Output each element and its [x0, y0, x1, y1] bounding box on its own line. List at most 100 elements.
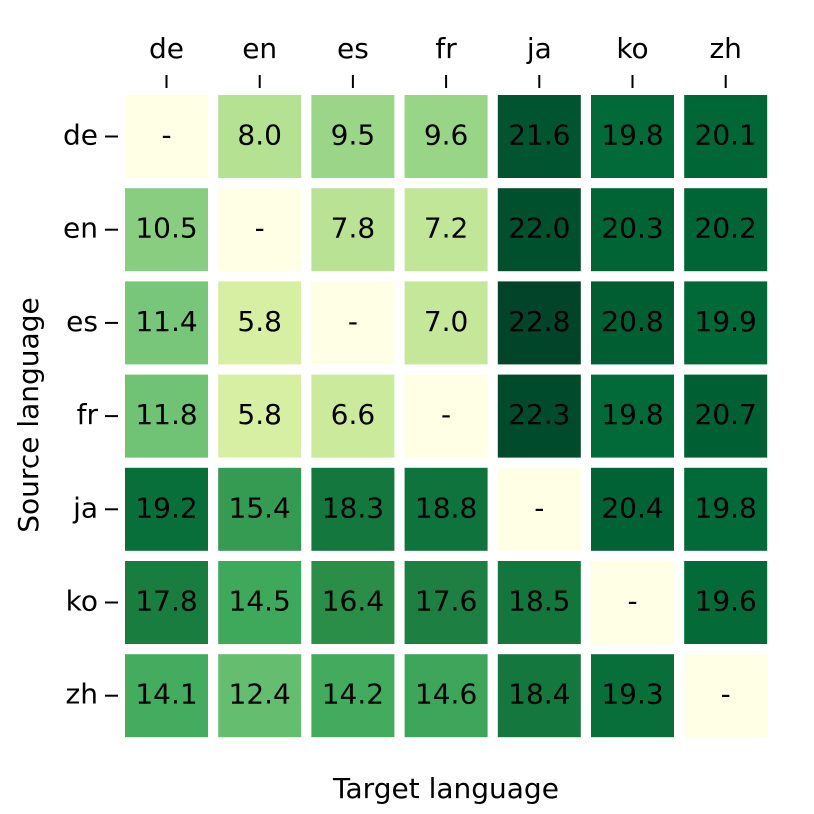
cell-label: 14.6	[415, 678, 477, 711]
heatmap-cell	[591, 281, 674, 365]
cell-label: 14.1	[135, 678, 197, 711]
heatmap-cell	[218, 374, 302, 458]
cell-label: 7.8	[331, 212, 376, 245]
cell-label: -	[255, 212, 265, 245]
heatmap-cell	[684, 281, 768, 365]
heatmap-cell	[125, 188, 208, 272]
heatmap-cell	[684, 654, 768, 738]
cell-label: 19.3	[601, 678, 663, 711]
heatmap-cell	[125, 281, 208, 365]
cell-label: 20.3	[601, 212, 663, 245]
cell-label: 20.2	[695, 212, 757, 245]
heatmap-cell	[404, 281, 488, 365]
cell-label: 19.9	[695, 305, 757, 338]
y-tick-label: ja	[72, 491, 98, 524]
cell-label: 17.6	[415, 585, 477, 618]
heatmap-cell	[591, 374, 674, 458]
heatmap-cell	[497, 188, 581, 272]
heatmap-cell	[218, 467, 302, 551]
cell-label: 9.6	[424, 119, 469, 152]
heatmap-cell	[311, 561, 395, 644]
heatmap-cell	[684, 561, 768, 644]
cell-label: 22.3	[508, 398, 570, 431]
cell-label: 8.0	[237, 119, 282, 152]
cell-label: 10.5	[135, 212, 197, 245]
x-tick-label: ko	[616, 32, 648, 65]
cell-label: 19.6	[695, 585, 757, 618]
cell-label: 20.7	[695, 398, 757, 431]
heatmap-cell	[497, 467, 581, 551]
cell-label: -	[627, 585, 637, 618]
heatmap-cell	[684, 467, 768, 551]
heatmap-cell	[404, 95, 488, 178]
cell-label: 22.8	[508, 305, 570, 338]
cell-label: 18.4	[508, 678, 570, 711]
cell-label: 5.8	[237, 398, 282, 431]
heatmap-cell	[125, 654, 208, 738]
x-tick-label: es	[337, 32, 369, 65]
heatmap-cell	[125, 467, 208, 551]
cell-label: 7.0	[424, 305, 469, 338]
heatmap-cell	[497, 374, 581, 458]
heatmap-cell	[591, 467, 674, 551]
heatmap-cell	[591, 654, 674, 738]
heatmap-cell	[404, 654, 488, 738]
heatmap-cell	[591, 561, 674, 644]
cell-label: 22.0	[508, 212, 570, 245]
heatmap-cell	[311, 654, 395, 738]
x-tick-label: en	[242, 32, 277, 65]
heatmap-cell	[497, 561, 581, 644]
x-tick-label: ja	[526, 32, 552, 65]
heatmap-cell	[125, 95, 208, 178]
cell-label: 15.4	[229, 491, 291, 524]
heatmap-cell	[684, 95, 768, 178]
y-tick-label: en	[63, 212, 98, 245]
cell-label: -	[161, 119, 171, 152]
y-axis-label: Source language	[12, 297, 45, 532]
heatmap-cell	[218, 561, 302, 644]
x-axis-label: Target language	[332, 772, 559, 805]
cell-label: 19.8	[601, 119, 663, 152]
x-tick-label: zh	[709, 32, 741, 65]
cell-label: 7.2	[424, 212, 469, 245]
heatmap-cell	[684, 374, 768, 458]
heatmap-cell	[218, 654, 302, 738]
cell-label: -	[348, 305, 358, 338]
heatmap-cell	[311, 281, 395, 365]
cell-label: 19.2	[135, 491, 197, 524]
cell-label: 19.8	[601, 398, 663, 431]
heatmap-cell	[591, 188, 674, 272]
y-tick-label: ko	[66, 585, 98, 618]
heatmap-cell	[125, 561, 208, 644]
cell-label: 11.8	[135, 398, 197, 431]
heatmap-cell	[218, 95, 302, 178]
heatmap-cell	[311, 188, 395, 272]
heatmap-cell	[497, 281, 581, 365]
cell-label: 16.4	[322, 585, 384, 618]
cell-label: 9.5	[331, 119, 376, 152]
cell-label: 14.5	[229, 585, 291, 618]
cell-label: 20.8	[601, 305, 663, 338]
heatmap-cell	[311, 95, 395, 178]
heatmap-cell	[684, 188, 768, 272]
heatmap-cell	[404, 188, 488, 272]
heatmap-cell	[125, 374, 208, 458]
cell-label: 18.8	[415, 491, 477, 524]
cell-label: 5.8	[237, 305, 282, 338]
cell-label: 14.2	[322, 678, 384, 711]
cell-label: 19.8	[695, 491, 757, 524]
cell-label: -	[441, 398, 451, 431]
heatmap-cell	[404, 374, 488, 458]
x-tick-label: de	[149, 32, 184, 65]
y-tick-label: fr	[77, 398, 99, 431]
heatmap-cell	[218, 281, 302, 365]
cell-label: 12.4	[229, 678, 291, 711]
heatmap-cell	[311, 467, 395, 551]
heatmap-cell	[591, 95, 674, 178]
cell-label: 18.5	[508, 585, 570, 618]
cell-label: 20.1	[695, 119, 757, 152]
cell-label: 20.4	[601, 491, 663, 524]
cell-label: 17.8	[135, 585, 197, 618]
x-tick-label: fr	[435, 32, 457, 65]
